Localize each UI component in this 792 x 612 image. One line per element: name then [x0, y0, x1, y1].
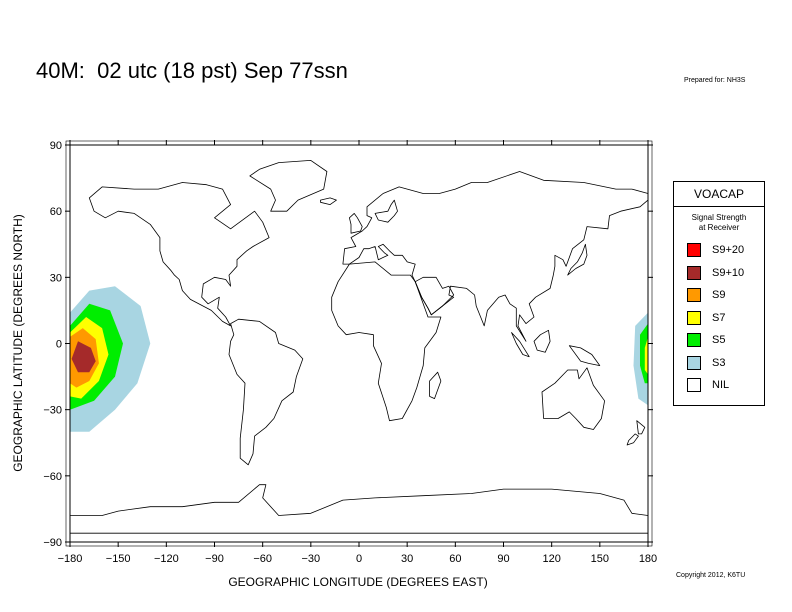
landmass-new-guinea — [568, 345, 601, 366]
y-tick-label: 60 — [50, 206, 62, 218]
legend-item-s3: S3 — [674, 352, 764, 375]
y-tick-label: 0 — [56, 339, 62, 351]
copyright-note: Copyright 2012, K6TU — [676, 572, 746, 579]
legend-swatch — [687, 355, 701, 370]
legend-label: S9+10 — [712, 266, 745, 279]
legend-swatch — [687, 310, 701, 325]
x-tick-label: 150 — [591, 553, 609, 565]
axis-layer: −180 −150 −120 −90 −60 −30 0 30 60 90 120 150 180 90 6… — [43, 140, 657, 565]
prepared-for-note: Prepared for: NH3S — [684, 77, 746, 84]
legend-label: S5 — [712, 334, 726, 347]
y-tick-label: 90 — [50, 140, 62, 152]
legend-item-nil: NIL — [674, 374, 764, 397]
x-tick-label: −180 — [58, 553, 83, 565]
legend-label: S7 — [712, 311, 726, 324]
x-tick-label: 180 — [639, 553, 657, 565]
landmass-japan — [567, 243, 588, 276]
landmass-arabia — [414, 276, 455, 316]
y-tick-label: −90 — [43, 537, 62, 549]
coverage-s7 — [644, 336, 648, 375]
x-axis-label: GEOGRAPHIC LONGITUDE (DEGREES EAST) — [228, 575, 487, 589]
landmass-sumatra — [511, 332, 530, 358]
legend-label: S9 — [712, 289, 726, 302]
x-tick-label: 30 — [401, 553, 413, 565]
landmass-outlines — [69, 160, 649, 534]
legend-box: VOACAP Signal Strength at Receiver S9+20… — [673, 181, 765, 406]
landmass-scandinavia-gap — [374, 199, 398, 223]
landmass-borneo — [533, 329, 551, 353]
landmass-north-america — [88, 182, 270, 327]
legend-item-s9-20: S9+20 — [674, 239, 764, 262]
x-tick-label: −150 — [106, 553, 131, 565]
landmass-new-zealand-s — [626, 433, 639, 446]
legend-subtitle-line2: at Receiver — [698, 223, 740, 232]
legend-label: S9+20 — [712, 244, 745, 257]
landmass-new-zealand-n — [636, 420, 646, 435]
legend-item-s9-10: S9+10 — [674, 262, 764, 285]
x-tick-label: −60 — [253, 553, 272, 565]
legend-item-s5: S5 — [674, 329, 764, 352]
legend-swatch — [687, 378, 701, 393]
landmass-south-america — [228, 318, 304, 466]
map-title: 40M: 02 utc (18 pst) Sep 77ssn — [36, 58, 348, 83]
y-tick-label: 30 — [50, 272, 62, 284]
y-axis-label: GEOGRAPHIC LATITUDE (DEGREES NORTH) — [11, 214, 25, 472]
legend-item-s7: S7 — [674, 307, 764, 330]
landmass-antarctica — [69, 484, 649, 534]
legend-subtitle-line1: Signal Strength — [691, 213, 747, 222]
landmass-eurasia — [342, 171, 649, 342]
legend-subtitle: Signal Strength at Receiver — [674, 213, 764, 233]
legend-label: S3 — [712, 356, 726, 369]
x-tick-label: −30 — [301, 553, 320, 565]
legend-swatch — [687, 333, 701, 348]
landmass-africa — [331, 261, 442, 422]
landmass-greenland — [249, 160, 328, 212]
coverage-s9-10 — [71, 341, 96, 373]
coverage-layer — [70, 286, 648, 432]
legend-title: VOACAP — [674, 182, 764, 207]
x-tick-label: 0 — [356, 553, 362, 565]
x-tick-label: 60 — [449, 553, 461, 565]
landmass-uk — [349, 213, 363, 234]
legend-item-s9: S9 — [674, 284, 764, 307]
landmass-madagascar — [429, 371, 442, 399]
map-frame — [69, 144, 649, 543]
y-tick-label: −60 — [43, 471, 62, 483]
legend-swatch — [687, 243, 701, 258]
legend-items: S9+20 S9+10 S9 S7 S5 S3 NIL — [674, 239, 764, 397]
x-tick-label: −90 — [205, 553, 224, 565]
legend-swatch — [687, 288, 701, 303]
legend-swatch — [687, 265, 701, 280]
x-tick-label: −120 — [154, 553, 179, 565]
x-tick-label: 90 — [497, 553, 509, 565]
y-tick-label: −30 — [43, 405, 62, 417]
landmass-australia — [541, 367, 605, 430]
x-tick-label: 120 — [542, 553, 560, 565]
legend-label: NIL — [712, 379, 730, 392]
landmass-iceland — [320, 197, 337, 205]
outer-frame — [65, 140, 653, 547]
